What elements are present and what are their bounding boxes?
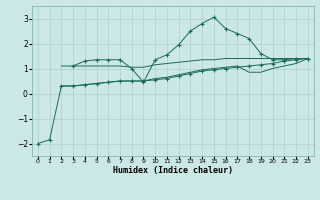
X-axis label: Humidex (Indice chaleur): Humidex (Indice chaleur) bbox=[113, 166, 233, 175]
